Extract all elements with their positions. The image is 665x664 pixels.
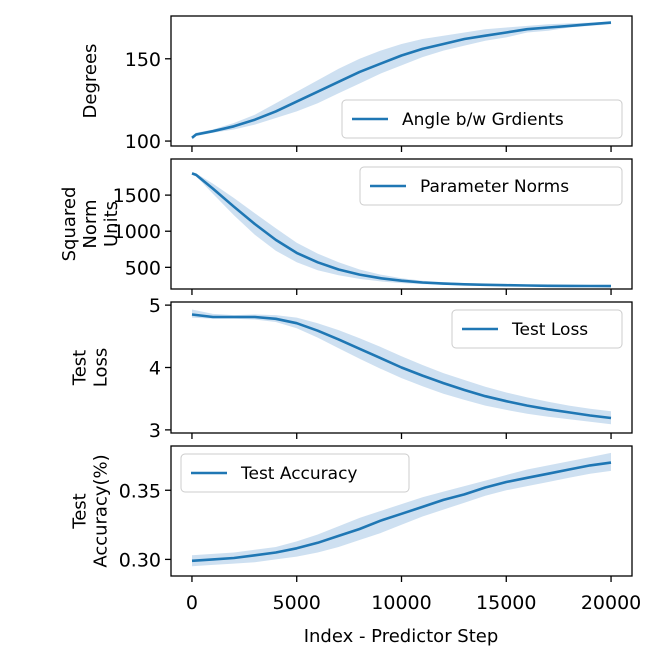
x-tick-label: 15000 — [476, 592, 536, 614]
legend: Test Loss — [451, 309, 623, 349]
y-axis-label: Loss — [91, 348, 112, 387]
y-tick-label: 500 — [125, 257, 161, 279]
y-tick-label: 4 — [149, 358, 161, 380]
legend-label: Test Accuracy — [240, 464, 358, 484]
panel-4-series-line — [191, 461, 612, 563]
y-axis-label: Degrees — [80, 44, 101, 119]
x-tick-label: 10000 — [371, 592, 431, 614]
y-tick-label: 150 — [125, 49, 161, 71]
y-tick-label: 100 — [125, 131, 161, 153]
y-axis-label: Squared — [59, 187, 80, 262]
y-tick-label: 0.35 — [119, 480, 161, 502]
legend-label: Test Loss — [511, 320, 588, 340]
panel-1-series-line — [191, 21, 612, 139]
panel-1-band — [192, 21, 611, 140]
panel-2-band — [192, 172, 611, 287]
legend-box — [341, 99, 623, 139]
legend: Angle b/w Grdients — [341, 99, 623, 139]
legend: Parameter Norms — [359, 166, 623, 206]
y-axis-label: Norm — [80, 199, 101, 248]
y-axis-label: Test — [70, 350, 91, 386]
legend-box — [359, 166, 623, 206]
y-tick-label: 1000 — [113, 221, 161, 243]
panel-2: 500 1000 1500 Squared Norm Units Parameter Nor… — [59, 158, 633, 295]
x-axis-label: Index - Predictor Step — [304, 626, 499, 647]
legend: Test Accuracy — [180, 453, 410, 493]
panel-1: 100 150 Degrees Angle b/w Grdients — [80, 15, 633, 153]
y-axis-label: Test — [70, 493, 91, 529]
y-tick-label: 0.30 — [119, 549, 161, 571]
legend-box — [451, 309, 623, 349]
panel-3: 3 4 5 Test Loss Test Loss — [70, 295, 633, 442]
x-tick-label: 0 — [186, 592, 198, 614]
y-axis-label: Units — [101, 201, 122, 247]
panel-2-series-line — [191, 172, 612, 288]
y-tick-label: 1500 — [113, 185, 161, 207]
x-tick-label: 5000 — [273, 592, 321, 614]
y-tick-label: 5 — [149, 295, 161, 317]
panel-4: 0.30 0.35 0 5000 10000 15000 20000 Test Accuracy… — [70, 445, 641, 614]
y-axis-label: Accuracy(%) — [91, 454, 112, 567]
legend-box — [180, 453, 410, 493]
y-tick-label: 3 — [149, 420, 161, 442]
x-tick-label: 20000 — [581, 592, 641, 614]
legend-label: Parameter Norms — [420, 177, 569, 197]
panel-3-series-line — [191, 313, 612, 420]
legend-label: Angle b/w Grdients — [402, 110, 564, 130]
